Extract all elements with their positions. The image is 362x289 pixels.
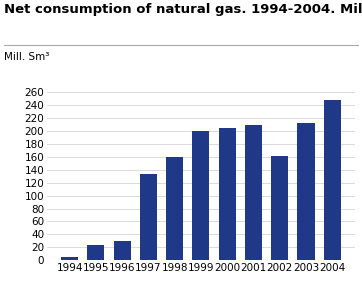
Bar — [298, 123, 315, 260]
Bar — [140, 174, 157, 260]
Text: Net consumption of natural gas. 1994-2004. Mill. Sm³: Net consumption of natural gas. 1994-200… — [4, 3, 362, 16]
Bar — [245, 125, 262, 260]
Bar — [114, 241, 131, 260]
Text: Mill. Sm³: Mill. Sm³ — [4, 52, 49, 62]
Bar — [61, 257, 78, 260]
Bar — [271, 156, 288, 260]
Bar — [192, 131, 210, 260]
Bar — [87, 245, 104, 260]
Bar — [324, 100, 341, 260]
Bar — [219, 128, 236, 260]
Bar — [166, 157, 183, 260]
